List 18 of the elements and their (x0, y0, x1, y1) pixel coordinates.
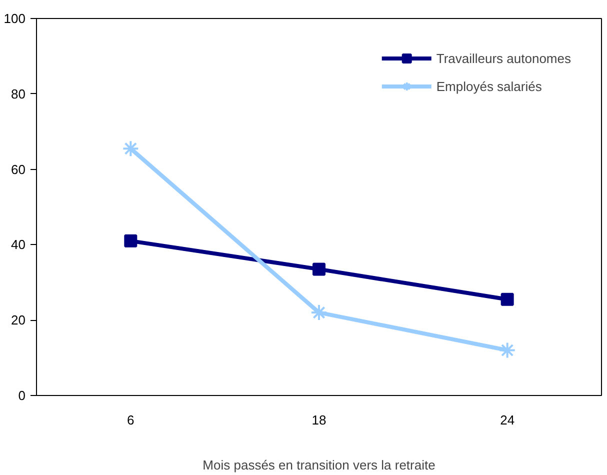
x-tick-label: 24 (500, 412, 515, 428)
y-tick-label: 20 (11, 312, 26, 328)
x-axis-title: Mois passés en transition vers la retraite (202, 458, 436, 472)
point (124, 234, 138, 248)
point (312, 262, 326, 276)
x-tick-label: 6 (127, 412, 134, 428)
y-tick-label: 80 (11, 86, 26, 102)
y-tick-label: 60 (11, 162, 26, 177)
legend-label: Travailleurs autonomes (436, 50, 571, 66)
y-tick-label: 100 (4, 11, 26, 26)
y-tick-label: 40 (11, 237, 26, 252)
point (498, 342, 516, 359)
point (310, 304, 328, 322)
point (500, 292, 514, 306)
y-tick-label: 0 (18, 388, 26, 403)
legend-label: Employés salariés (436, 78, 542, 94)
point (122, 140, 140, 158)
x-tick-label: 18 (312, 412, 326, 428)
